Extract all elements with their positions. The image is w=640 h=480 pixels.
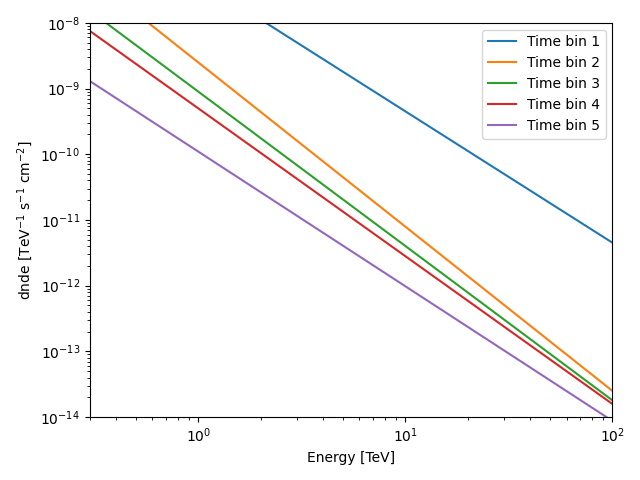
Time bin 3 (515, 327, 522, 333)
Line: Time bin 4: Time bin 4 (90, 31, 612, 404)
Time bin 5 (86, 78, 93, 84)
Time bin 1 (334, 66, 342, 72)
Line: Time bin 2: Time bin 2 (90, 0, 612, 391)
Time bin 4 (86, 28, 93, 34)
Time bin 3 (397, 240, 404, 246)
Time bin 4 (397, 250, 404, 256)
Time bin 1 (515, 180, 522, 186)
Time bin 1 (337, 68, 345, 73)
Time bin 5 (515, 357, 522, 362)
X-axis label: Energy [TeV]: Energy [TeV] (307, 451, 396, 465)
Time bin 2 (596, 378, 604, 384)
Time bin 3 (609, 397, 616, 403)
Legend: Time bin 1, Time bin 2, Time bin 3, Time bin 4, Time bin 5: Time bin 1, Time bin 2, Time bin 3, Time… (483, 30, 605, 139)
Time bin 4 (609, 401, 616, 407)
Time bin 4 (334, 205, 342, 211)
Time bin 4 (596, 392, 604, 398)
Line: Time bin 5: Time bin 5 (90, 81, 612, 421)
Time bin 3 (86, 8, 93, 13)
Time bin 2 (397, 220, 404, 226)
Time bin 4 (515, 334, 522, 340)
Time bin 5 (609, 418, 616, 424)
Time bin 5 (397, 280, 404, 286)
Y-axis label: dnde [TeV$^{-1}$ s$^{-1}$ cm$^{-2}$]: dnde [TeV$^{-1}$ s$^{-1}$ cm$^{-2}$] (15, 140, 35, 300)
Time bin 2 (334, 170, 342, 176)
Time bin 3 (337, 195, 345, 201)
Time bin 1 (609, 240, 616, 246)
Time bin 5 (334, 240, 342, 245)
Line: Time bin 1: Time bin 1 (90, 0, 612, 243)
Time bin 3 (369, 219, 376, 225)
Time bin 2 (337, 173, 345, 179)
Time bin 1 (369, 88, 376, 94)
Time bin 3 (596, 388, 604, 394)
Time bin 4 (369, 230, 376, 236)
Time bin 5 (596, 410, 604, 416)
Time bin 1 (397, 106, 404, 111)
Time bin 5 (369, 262, 376, 268)
Time bin 5 (337, 241, 345, 247)
Line: Time bin 3: Time bin 3 (90, 11, 612, 400)
Time bin 2 (609, 388, 616, 394)
Time bin 4 (337, 207, 345, 213)
Time bin 2 (515, 313, 522, 319)
Time bin 3 (334, 193, 342, 199)
Time bin 2 (369, 198, 376, 204)
Time bin 1 (596, 232, 604, 238)
